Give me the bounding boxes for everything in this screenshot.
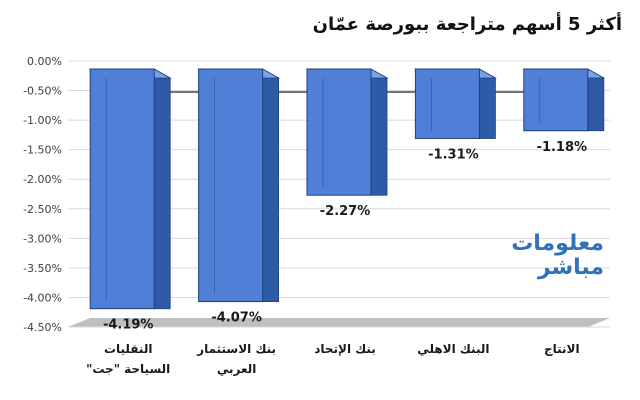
y-tick-label: -0.50%: [23, 85, 62, 98]
x-category-label: السياحة "جت": [86, 362, 170, 376]
y-tick-label: -2.00%: [23, 173, 62, 186]
bar: [414, 68, 480, 139]
x-category-label: النقليات: [104, 342, 153, 356]
y-tick-label: -3.50%: [23, 262, 62, 275]
y-tick-label: -1.00%: [23, 114, 62, 127]
y-tick-label: -1.50%: [23, 144, 62, 157]
bar-side-face: [153, 68, 171, 310]
x-category-label: بنك الاستثمار: [196, 342, 276, 356]
y-tick-label: 0.00%: [27, 55, 62, 68]
y-tick-label: -3.00%: [23, 232, 62, 245]
chart-title: أكثر 5 أسهم متراجعة ببورصة عمّان: [312, 14, 622, 35]
bar-side-face: [478, 68, 496, 139]
watermark-line-1: معلومات: [511, 231, 604, 256]
bar-side-face: [262, 68, 280, 302]
watermark-logo: معلومات مباشر: [484, 232, 604, 280]
data-label: -2.27%: [320, 204, 371, 219]
x-category-label: بنك الإتحاد: [314, 342, 376, 356]
bar: [89, 68, 155, 310]
chart-floor: [68, 318, 610, 327]
watermark-line-2: مباشر: [537, 255, 604, 280]
data-label: -4.07%: [211, 311, 262, 326]
data-label: -1.31%: [428, 147, 479, 162]
x-category-label: الانتاج: [544, 342, 580, 356]
x-category-label: العربي: [217, 362, 257, 376]
data-label: -4.19%: [103, 318, 154, 333]
x-category-label: البنك الاهلي: [417, 342, 489, 356]
y-tick-label: -4.00%: [23, 291, 62, 304]
data-label: -1.18%: [537, 140, 588, 155]
bar: [198, 68, 264, 303]
y-tick-label: -2.50%: [23, 203, 62, 216]
bar-side-face: [370, 68, 388, 196]
bar: [523, 68, 589, 132]
bar: [306, 68, 372, 196]
y-tick-label: -4.50%: [23, 321, 62, 334]
